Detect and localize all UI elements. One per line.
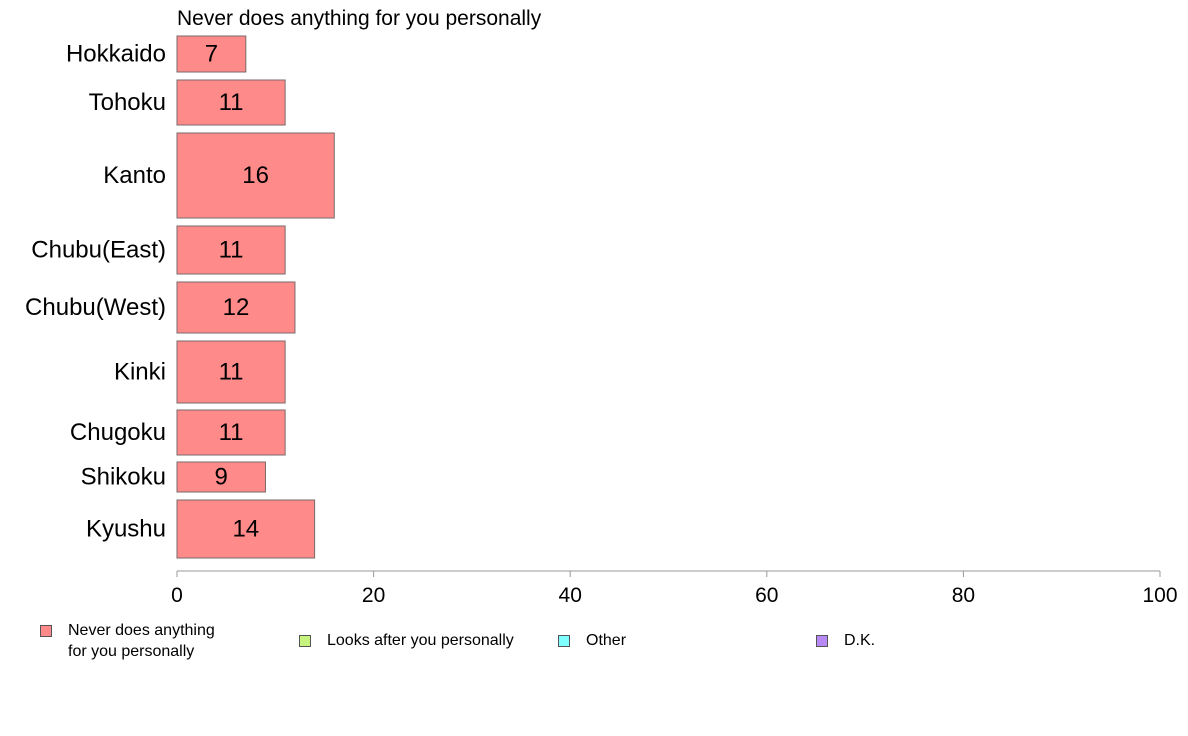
legend-label-never: Never does anything for you personally	[68, 622, 215, 660]
bar-kinki	[176, 340, 286, 404]
x-tick-label-60: 60	[755, 584, 778, 607]
data-label-hokkaido: 7	[205, 41, 218, 68]
x-axis: 0 20 40 60 80 100	[171, 570, 1178, 607]
legend-item-other: Other	[558, 630, 626, 651]
legend-item-never: Never does anything for you personally	[40, 620, 215, 662]
bar-chubu-west	[176, 281, 296, 334]
category-label-kanto: Kanto	[103, 162, 166, 189]
data-label-shikoku: 9	[215, 464, 228, 491]
category-label-chugoku: Chugoku	[70, 419, 166, 446]
x-tick-label-20: 20	[362, 584, 385, 607]
data-label-kinki: 11	[219, 359, 244, 386]
data-label-kyushu: 14	[232, 516, 259, 543]
bar-chart: 7 Hokkaido 11 Tohoku 16 Kanto 11 Chubu(East) 12 C…	[25, 35, 1178, 607]
legend-swatch-never	[40, 625, 52, 637]
legend-swatch-other	[558, 635, 570, 647]
chart-title: Never does anything for you personally	[177, 7, 542, 30]
x-tick-label-40: 40	[559, 584, 582, 607]
bar-kyushu	[176, 499, 316, 559]
data-label-kanto: 16	[242, 162, 269, 189]
data-label-chubu-east: 11	[219, 237, 244, 264]
legend-item-dk: D.K.	[816, 630, 875, 651]
category-label-chubu-east: Chubu(East)	[31, 237, 166, 264]
legend-label-dk: D.K.	[844, 632, 876, 649]
bar-shikoku	[176, 461, 266, 493]
legend-label-looks-after: Looks after you personally	[327, 632, 514, 649]
category-label-kinki: Kinki	[114, 359, 166, 386]
x-tick-label-100: 100	[1142, 584, 1177, 607]
data-label-chubu-west: 12	[223, 294, 250, 321]
bar-chubu-east	[176, 225, 286, 275]
category-label-tohoku: Tohoku	[89, 89, 166, 116]
category-label-hokkaido: Hokkaido	[66, 41, 166, 68]
bars-layer: 7 Hokkaido 11 Tohoku 16 Kanto 11 Chubu(East) 12 C…	[25, 35, 335, 559]
category-label-shikoku: Shikoku	[81, 464, 166, 491]
data-label-tohoku: 11	[219, 89, 244, 116]
bar-chugoku	[176, 409, 286, 456]
legend-swatch-dk	[816, 635, 828, 647]
data-label-chugoku: 11	[219, 419, 244, 446]
bar-hokkaido	[176, 35, 247, 73]
category-label-kyushu: Kyushu	[86, 516, 166, 543]
bar-tohoku	[176, 79, 286, 126]
x-tick-label-80: 80	[952, 584, 975, 607]
legend-label-other: Other	[586, 632, 627, 649]
x-tick-label-0: 0	[171, 584, 183, 607]
legend-swatch-looks-after	[299, 635, 311, 647]
bar-kanto	[176, 132, 335, 219]
category-label-chubu-west: Chubu(West)	[25, 294, 166, 321]
legend-item-looks-after: Looks after you personally	[299, 630, 514, 651]
